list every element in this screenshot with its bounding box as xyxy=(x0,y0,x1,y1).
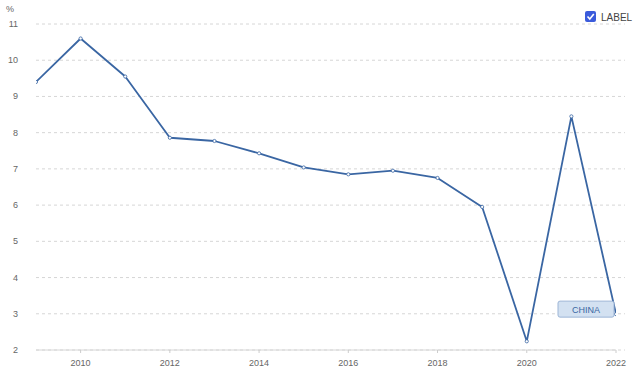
x-tick xyxy=(526,350,527,353)
series-label-box xyxy=(558,301,614,317)
y-axis-label: % xyxy=(6,4,14,14)
y-tick-label: 9 xyxy=(13,91,18,101)
y-tick-label: 5 xyxy=(13,236,18,246)
grid-line xyxy=(36,313,625,314)
grid-line xyxy=(36,241,625,242)
data-point xyxy=(481,205,484,208)
x-tick-label: 2020 xyxy=(517,358,537,368)
grid-line xyxy=(36,60,625,61)
data-point xyxy=(525,340,528,343)
data-point xyxy=(36,80,38,83)
x-tick-label: 2018 xyxy=(428,358,448,368)
data-point xyxy=(347,173,350,176)
grid-line xyxy=(36,132,625,133)
data-point xyxy=(257,152,260,155)
x-tick-label: 2016 xyxy=(338,358,358,368)
legend-label[interactable]: LABEL xyxy=(601,12,633,23)
data-point xyxy=(213,139,216,142)
y-tick-label: 11 xyxy=(9,19,18,29)
grid-line xyxy=(36,205,625,206)
grid-line xyxy=(36,96,625,97)
y-tick-label: 6 xyxy=(13,200,18,210)
legend-checkbox[interactable] xyxy=(585,11,596,22)
data-point xyxy=(614,313,616,316)
data-point xyxy=(436,176,439,179)
grid-line xyxy=(36,168,625,169)
y-tick-label: 4 xyxy=(13,273,18,283)
y-tick-label: 8 xyxy=(13,128,18,138)
data-point xyxy=(124,75,127,78)
data-point xyxy=(570,115,573,118)
plot-area xyxy=(36,37,616,343)
y-tick-label: 3 xyxy=(13,309,18,319)
grid-line xyxy=(36,277,625,278)
grid-line xyxy=(36,24,625,25)
data-point xyxy=(79,37,82,40)
y-tick-label: 2 xyxy=(13,345,18,355)
chart: 2 3 4 5 6 7 8 9 10 11 2010 2012 2014 2016 2018 2020 2022… xyxy=(0,0,640,374)
data-point xyxy=(168,136,171,139)
x-tick xyxy=(616,350,617,353)
x-tick-label: 2022 xyxy=(606,358,626,368)
x-tick xyxy=(169,350,170,353)
data-point xyxy=(391,169,394,172)
grid-line xyxy=(36,350,625,351)
x-tick-label: 2012 xyxy=(160,358,180,368)
x-tick xyxy=(80,350,81,353)
x-axis-line xyxy=(36,350,616,351)
data-point xyxy=(302,166,305,169)
series-label[interactable]: CHINA xyxy=(572,305,600,315)
x-tick-label: 2010 xyxy=(71,358,91,368)
x-tick xyxy=(348,350,349,353)
check-icon xyxy=(588,14,594,19)
x-tick xyxy=(259,350,260,353)
x-tick-label: 2014 xyxy=(249,358,269,368)
y-tick-label: 7 xyxy=(13,164,18,174)
y-tick-label: 10 xyxy=(8,55,18,65)
series-line xyxy=(36,38,616,341)
x-tick xyxy=(437,350,438,353)
